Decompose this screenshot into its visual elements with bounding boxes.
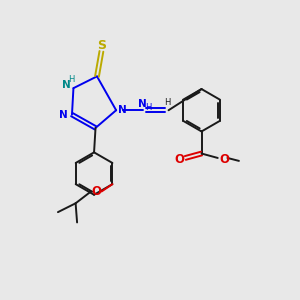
Text: S: S	[98, 39, 106, 52]
Text: N: N	[59, 110, 68, 120]
Text: O: O	[174, 153, 184, 166]
Text: N: N	[138, 99, 147, 109]
Text: O: O	[219, 153, 229, 166]
Text: O: O	[91, 185, 101, 198]
Text: N: N	[118, 105, 127, 115]
Text: H: H	[145, 103, 151, 112]
Text: H: H	[68, 75, 74, 84]
Text: H: H	[164, 98, 171, 106]
Text: N: N	[62, 80, 70, 90]
